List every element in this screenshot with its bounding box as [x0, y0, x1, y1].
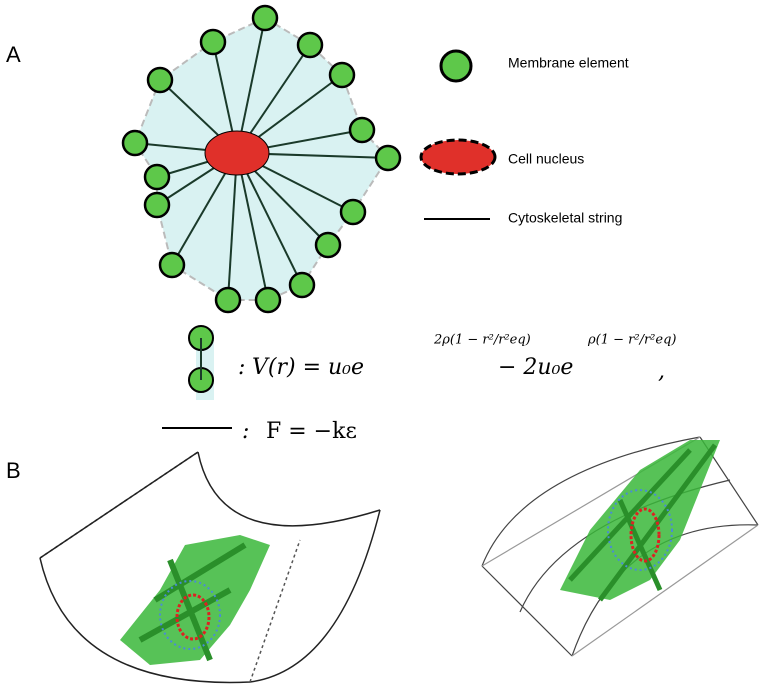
- membrane-node: [330, 63, 354, 87]
- membrane-node: [350, 118, 374, 142]
- membrane-node: [256, 288, 280, 312]
- legend-nucleus: [421, 140, 495, 174]
- membrane-node: [290, 273, 314, 297]
- cell-render-1: [120, 535, 270, 665]
- membrane-node: [253, 6, 277, 30]
- eq-lhs: V(r) = u₀e: [252, 355, 364, 380]
- cell-diagram: [123, 6, 400, 312]
- eq-exponent: ρ(1 − r²/r²eq): [587, 333, 676, 348]
- legend-text: Cytoskeletal string: [508, 210, 622, 226]
- membrane-node: [145, 193, 169, 217]
- membrane-node: [201, 30, 225, 54]
- legend-text: Membrane element: [508, 55, 629, 71]
- membrane-node: [376, 146, 400, 170]
- eq-spring: F = −kε: [266, 419, 357, 444]
- panel-label: B: [6, 458, 21, 483]
- equation-spring: : F = −kε: [162, 419, 357, 444]
- membrane-node: [298, 33, 322, 57]
- eq-prefix: :: [238, 355, 245, 380]
- eq-exponent: 2ρ(1 − r²/r²eq): [433, 333, 531, 348]
- eq-end: ,: [658, 359, 665, 384]
- membrane-node: [148, 68, 172, 92]
- membrane-node: [341, 200, 365, 224]
- membrane-node: [123, 131, 147, 155]
- eq-middle: − 2u₀e: [498, 355, 573, 380]
- membrane-node: [145, 165, 169, 189]
- legend: Membrane element Cell nucleus Cytoskelet…: [421, 51, 629, 226]
- panel-label: A: [6, 42, 21, 67]
- membrane-node: [160, 253, 184, 277]
- legend-text: Cell nucleus: [508, 151, 584, 167]
- membrane-node: [216, 288, 240, 312]
- figure: A B Membrane element Cell nucleus Cytosk…: [0, 0, 763, 697]
- equation-potential: : V(r) = u₀e 2ρ(1 − r²/r²eq) − 2u₀e ρ(1 …: [189, 326, 676, 400]
- eq-prefix: :: [242, 419, 249, 444]
- legend-node: [441, 51, 471, 81]
- nucleus: [205, 131, 269, 175]
- membrane-node: [316, 233, 340, 257]
- cell-render-2: [560, 440, 720, 600]
